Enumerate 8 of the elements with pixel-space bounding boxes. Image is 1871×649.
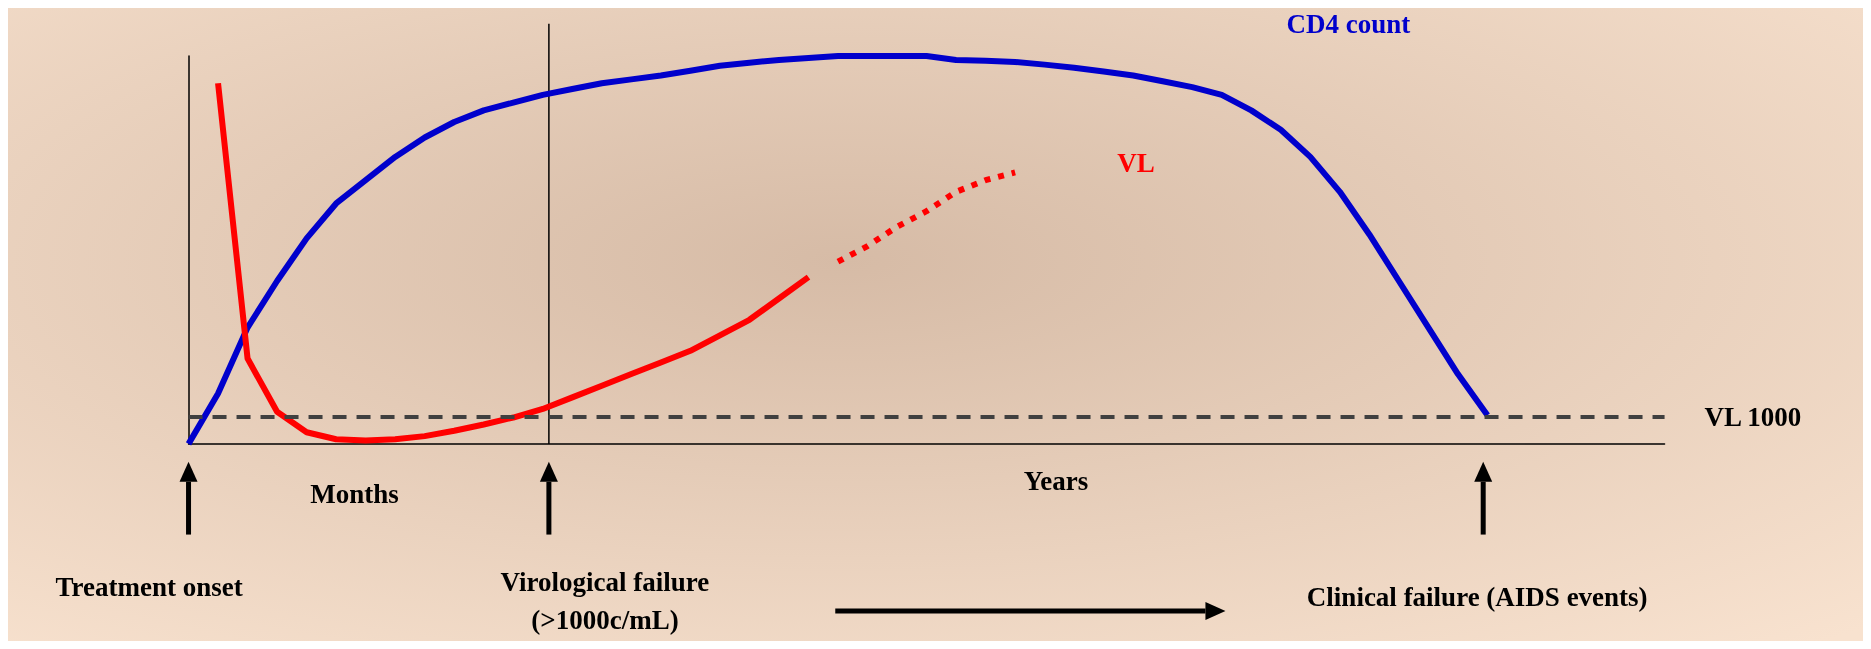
text: Treatment onset	[55, 572, 243, 603]
text: VL	[1117, 148, 1155, 179]
text: Virological failure (>1000c/mL)	[500, 567, 710, 636]
ref-line-label: VL 1000	[1704, 401, 1802, 432]
text: Clinical failure (AIDS events)	[1306, 581, 1648, 612]
text: Months	[310, 479, 399, 509]
text: Years	[1023, 465, 1089, 496]
text: CD4 count	[1286, 8, 1411, 39]
